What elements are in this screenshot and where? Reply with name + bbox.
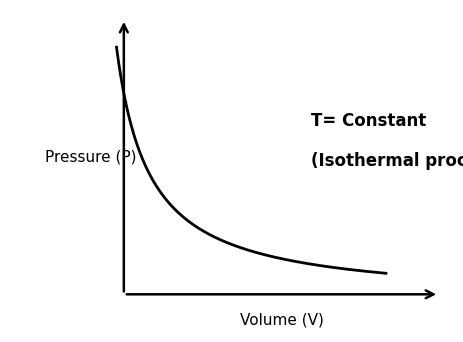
Text: T= Constant: T= Constant (310, 112, 425, 130)
Text: Volume (V): Volume (V) (239, 313, 323, 328)
Text: (Isothermal process): (Isothermal process) (310, 153, 463, 170)
Text: Pressure (P): Pressure (P) (45, 149, 136, 164)
